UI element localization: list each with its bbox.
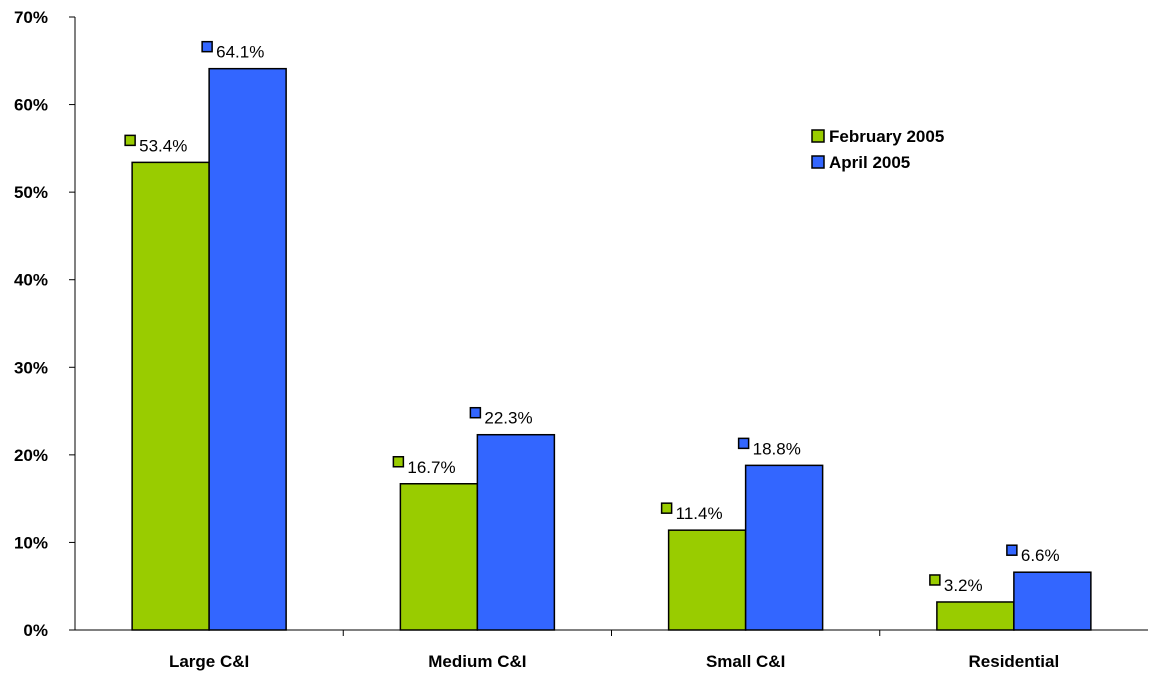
legend-label: April 2005 [829,153,910,172]
legend: February 2005 April 2005 [811,127,944,172]
x-category-label: Large C&I [169,652,249,671]
data-label: 3.2% [944,576,983,595]
bars [131,67,1092,631]
bar [476,433,556,631]
data-label: 18.8% [753,439,801,458]
y-tick-label: 20% [14,446,48,465]
data-label-marker [469,406,482,419]
data-label-marker [392,456,405,468]
y-tick-label: 30% [14,358,48,377]
axes: 0% 10% 20% 30% 40% 50% 60% 70% Large C&I Medium C… [14,8,1148,671]
bar [936,601,1015,631]
data-label-marker [1006,544,1018,556]
x-category-label: Medium C&I [428,652,526,671]
data-label-marker [929,574,941,586]
bar [131,161,210,631]
x-category-label: Residential [969,652,1060,671]
data-label-marker [737,437,750,450]
bar [208,67,287,631]
y-tick-label: 0% [23,621,48,640]
y-tick-label: 60% [14,96,48,115]
y-tick-label: 10% [14,533,48,552]
y-tick-label: 50% [14,183,48,202]
legend-swatch [811,155,825,169]
bar [1013,571,1092,631]
data-label: 64.1% [216,43,264,62]
bar [399,483,479,631]
data-label: 6.6% [1021,546,1060,565]
data-label: 53.4% [139,136,187,155]
bar [744,464,824,631]
data-label: 22.3% [484,409,532,428]
x-category-label: Small C&I [706,652,785,671]
data-label: 11.4% [676,504,723,523]
legend-label: February 2005 [829,127,944,146]
data-label-marker [201,40,213,53]
data-label-marker [124,134,136,147]
y-tick-label: 40% [14,271,48,290]
data-labels: 53.4% 64.1% 16.7% 22.3% 11.4% 18.8% 3.2% 6.6% [124,40,1060,595]
legend-swatch [811,129,825,143]
data-label-marker [660,502,673,514]
y-tick-label: 70% [14,8,48,27]
bar [667,529,747,631]
data-label: 16.7% [407,458,455,477]
